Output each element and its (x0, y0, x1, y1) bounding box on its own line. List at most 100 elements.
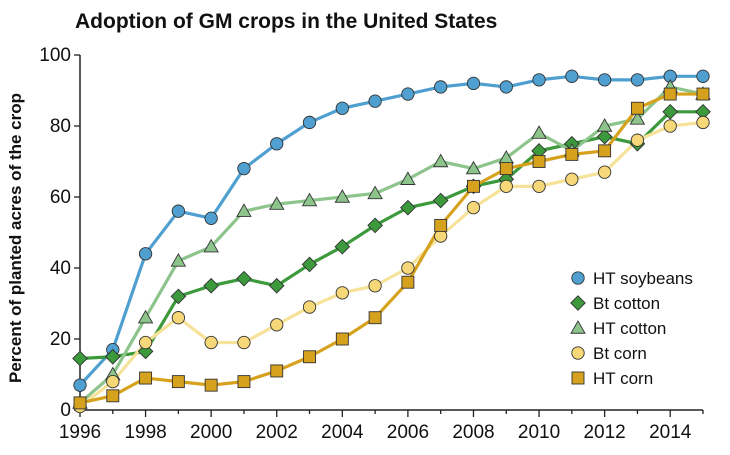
data-point-bt-corn (270, 318, 284, 332)
y-axis-label: Percent of planted acres of the crop (6, 93, 25, 383)
y-tick-label: 60 (50, 187, 71, 208)
data-point-bt-cotton (432, 192, 449, 209)
data-point-bt-corn (499, 179, 513, 194)
legend-label: Bt corn (593, 344, 647, 363)
x-tick-label: 2008 (452, 422, 494, 443)
data-point-bt-corn (630, 133, 645, 147)
series-points-ht-corn (73, 87, 710, 410)
data-point-ht-cotton (268, 196, 285, 210)
data-point-bt-cotton (596, 128, 613, 145)
data-point-ht-corn (630, 101, 644, 115)
data-point-bt-corn (302, 300, 317, 314)
data-point-bt-cotton (400, 199, 416, 216)
data-point-ht-corn (401, 275, 415, 289)
data-point-bt-corn (204, 335, 218, 350)
data-point-bt-corn (237, 335, 251, 350)
data-point-ht-corn (434, 218, 448, 232)
data-point-bt-corn (335, 286, 349, 300)
data-point-bt-cotton (662, 103, 679, 120)
data-point-bt-corn (597, 165, 612, 179)
x-tick-label: 2010 (518, 422, 560, 443)
data-point-ht-corn (368, 311, 382, 325)
data-point-ht-soybeans (368, 94, 382, 108)
data-point-ht-soybeans (270, 137, 284, 151)
data-point-ht-soybeans (237, 161, 251, 176)
data-point-ht-cotton (203, 238, 219, 253)
data-point-ht-corn (663, 87, 677, 101)
data-point-ht-corn (139, 371, 153, 385)
data-point-ht-soybeans (335, 101, 349, 115)
data-point-ht-soybeans (204, 211, 218, 225)
legend-item-ht-corn: HT corn (571, 369, 653, 388)
data-point-bt-cotton (170, 288, 187, 305)
data-point-bt-cotton (72, 350, 88, 367)
data-point-ht-corn (171, 375, 185, 389)
data-point-ht-soybeans (466, 76, 481, 91)
series-points-bt-corn (73, 115, 710, 414)
series-markers (72, 69, 711, 414)
legend-label: HT cotton (593, 319, 666, 338)
data-point-bt-cotton (203, 277, 219, 294)
data-point-ht-cotton (137, 309, 154, 324)
data-point-ht-cotton (400, 171, 416, 185)
data-point-ht-soybeans (401, 87, 415, 101)
data-point-ht-corn (532, 155, 546, 168)
legend-label: Bt cotton (593, 294, 660, 313)
x-tick-label: 1998 (124, 422, 166, 443)
data-point-bt-cotton (236, 270, 252, 287)
x-tick-label: 2006 (387, 422, 429, 443)
data-point-ht-soybeans (532, 73, 546, 87)
data-point-ht-corn (303, 350, 316, 364)
chart-title: Adoption of GM crops in the United State… (75, 10, 497, 33)
data-point-ht-corn (270, 364, 284, 378)
data-point-bt-cotton (268, 277, 285, 294)
data-point-ht-corn (73, 396, 87, 410)
data-point-bt-cotton (301, 256, 318, 273)
legend: HT soybeans Bt cotton HT cotton Bt corn HT c… (570, 269, 693, 388)
data-point-ht-soybeans (73, 378, 87, 392)
series-line-ht-soybeans (78, 74, 703, 387)
data-point-bt-corn (368, 279, 382, 293)
data-point-ht-cotton (432, 153, 449, 168)
data-point-ht-corn (106, 389, 120, 403)
data-point-bt-corn (532, 179, 546, 194)
data-point-ht-soybeans (302, 115, 317, 130)
legend-marker-bt-corn (571, 346, 585, 360)
data-point-bt-corn (401, 261, 415, 275)
legend-label: HT soybeans (593, 269, 693, 288)
data-point-ht-cotton (465, 160, 482, 175)
data-point-ht-corn (335, 332, 349, 346)
data-point-ht-soybeans (696, 69, 710, 83)
x-tick-label: 2014 (649, 422, 692, 443)
y-tick-label: 20 (50, 329, 71, 350)
data-point-ht-cotton (367, 185, 383, 200)
data-point-bt-cotton (334, 238, 351, 255)
data-point-ht-cotton (170, 252, 187, 267)
data-point-bt-corn (565, 172, 579, 186)
data-point-ht-corn (565, 147, 579, 161)
data-point-bt-corn (171, 311, 186, 325)
series-points-ht-soybeans (73, 69, 710, 392)
data-point-ht-cotton (301, 192, 318, 207)
data-point-ht-soybeans (597, 73, 612, 87)
x-tick-label: 2000 (190, 422, 232, 443)
legend-item-bt-cotton: Bt cotton (570, 294, 660, 313)
legend-marker-ht-soybeans (571, 271, 585, 285)
legend-item-bt-corn: Bt corn (571, 344, 647, 363)
data-point-ht-corn (499, 162, 513, 176)
data-point-bt-corn (696, 115, 710, 130)
y-tick-label: 80 (50, 116, 71, 137)
y-tick-label: 0 (60, 400, 71, 421)
legend-marker-bt-cotton (570, 295, 586, 311)
data-point-bt-cotton (367, 217, 383, 234)
data-point-ht-corn (696, 87, 710, 101)
x-tick-label: 1996 (59, 422, 101, 443)
data-point-ht-soybeans (434, 80, 448, 94)
data-point-ht-soybeans (499, 80, 513, 94)
data-point-ht-soybeans (565, 69, 579, 83)
data-point-ht-cotton (629, 110, 646, 125)
legend-marker-ht-corn (571, 371, 585, 385)
data-point-bt-corn (466, 200, 481, 215)
x-tick-label: 2002 (256, 422, 298, 443)
